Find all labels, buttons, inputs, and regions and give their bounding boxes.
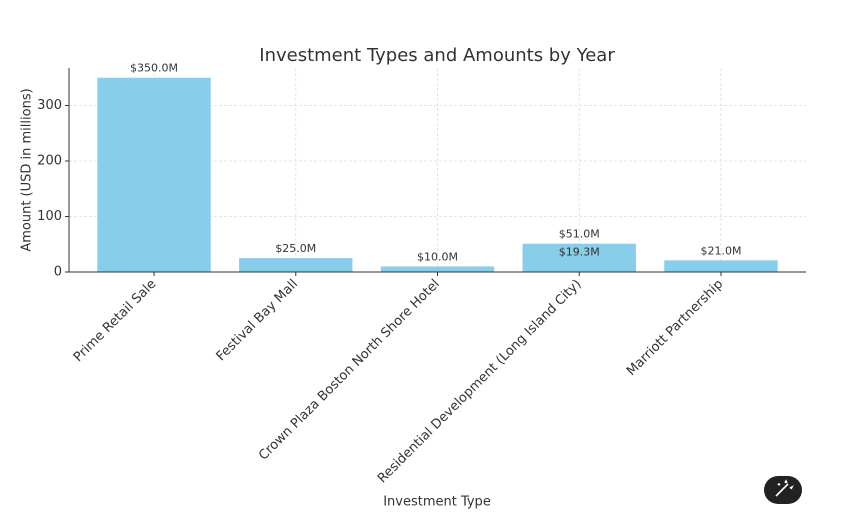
y-tick-label: 0: [54, 265, 62, 280]
chart-title: Investment Types and Amounts by Year: [259, 45, 615, 66]
value-label: $21.0M: [700, 244, 741, 257]
x-tick-label: Marriott Partnership: [624, 277, 726, 379]
y-tick-label: 300: [37, 98, 62, 113]
y-axis-label: Amount (USD in millions): [20, 88, 35, 251]
value-label: $10.0M: [417, 250, 458, 263]
value-label: $51.0M: [559, 228, 600, 241]
bar: [522, 261, 636, 272]
value-label: $25.0M: [275, 242, 316, 255]
x-tick-label: Festival Bay Mall: [214, 277, 302, 365]
y-tick-label: 200: [37, 153, 62, 168]
bar: [664, 260, 778, 272]
button-icon: [775, 479, 794, 497]
y-tick-label: 100: [37, 209, 62, 224]
bar: [239, 258, 353, 272]
value-label: $350.0M: [130, 62, 178, 75]
value-label: $19.3M: [559, 245, 600, 258]
x-tick-label: Prime Retail Sale: [71, 277, 159, 365]
bar: [97, 77, 211, 272]
bar: [380, 266, 495, 272]
x-axis-label: Investment Type: [383, 495, 491, 510]
magic-button[interactable]: [764, 476, 802, 504]
